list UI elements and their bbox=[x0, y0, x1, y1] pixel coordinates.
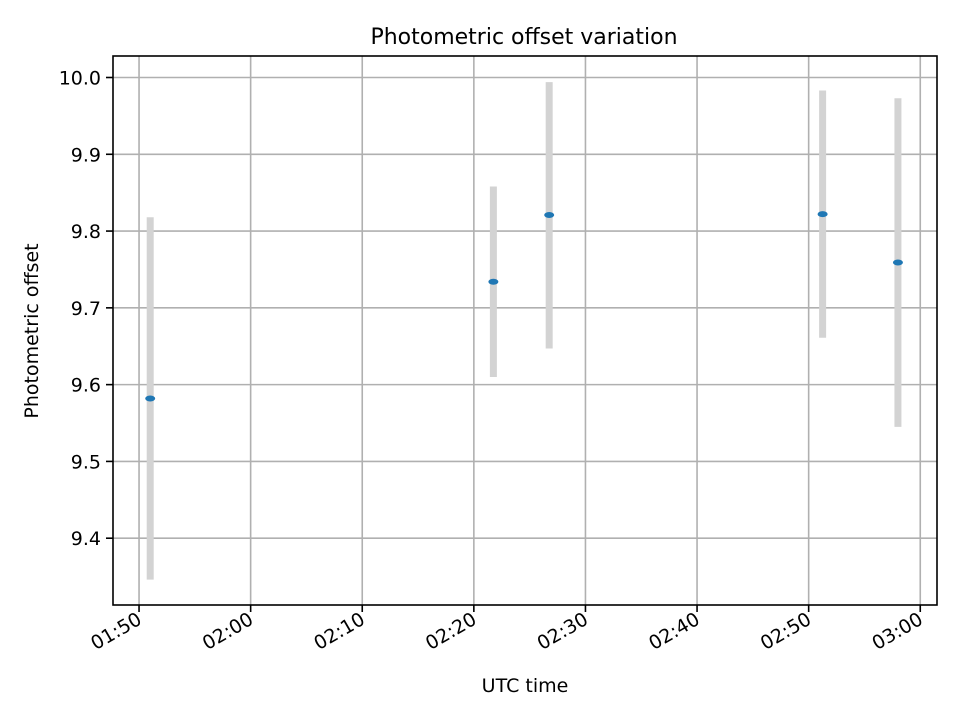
x-tick-label: 02:40 bbox=[645, 608, 703, 654]
x-tick-label: 02:10 bbox=[310, 608, 368, 654]
data-point bbox=[544, 211, 555, 218]
chart-title: Photometric offset variation bbox=[370, 25, 677, 50]
x-tick-label: 02:50 bbox=[757, 608, 815, 654]
y-axis-label: Photometric offset bbox=[21, 243, 43, 418]
grid-lines bbox=[113, 56, 937, 605]
y-tick-label: 9.9 bbox=[71, 144, 101, 166]
y-tick-label: 9.7 bbox=[71, 298, 101, 320]
data-point bbox=[817, 211, 828, 218]
y-tick-label: 10.0 bbox=[59, 67, 101, 89]
x-tick-label: 01:50 bbox=[87, 608, 145, 654]
x-tick-label: 02:20 bbox=[422, 608, 480, 654]
plot-frame bbox=[112, 55, 938, 606]
data-point bbox=[145, 395, 156, 402]
x-tick-label: 03:00 bbox=[868, 608, 926, 654]
x-axis-label: UTC time bbox=[482, 675, 569, 697]
y-tick-label: 9.5 bbox=[71, 451, 101, 473]
data-series bbox=[145, 82, 903, 580]
x-tick-label: 02:30 bbox=[534, 608, 592, 654]
y-tick-label: 9.4 bbox=[71, 528, 101, 550]
y-tick-label: 9.8 bbox=[71, 221, 101, 243]
y-tick-label: 9.6 bbox=[71, 375, 101, 397]
x-tick-label: 02:00 bbox=[199, 608, 257, 654]
data-point bbox=[892, 259, 903, 266]
data-point bbox=[488, 278, 499, 285]
